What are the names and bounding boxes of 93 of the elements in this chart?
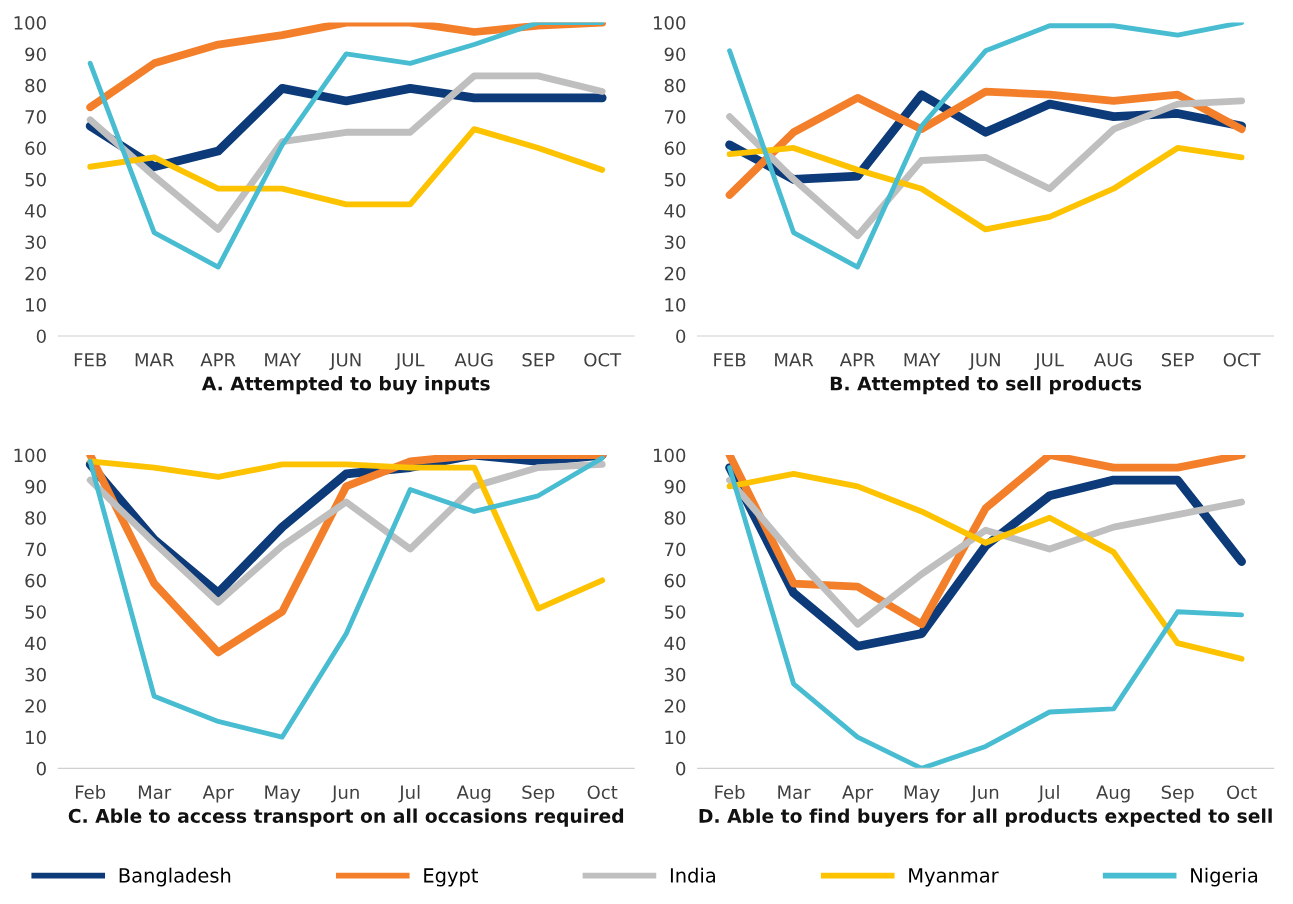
text: C. Able to access transport on all occasions required [68, 808, 624, 827]
x-tick-label: Oct [587, 785, 618, 800]
legend-label: Nigeria [1191, 867, 1258, 887]
y-tick-label: 60 [25, 141, 46, 156]
y-tick-label: 30 [664, 667, 686, 682]
y-tick-label: 30 [664, 235, 686, 250]
legend-label: Egypt [424, 868, 478, 887]
y-tick-label: 20 [664, 699, 686, 713]
x-tick-label: MAR [775, 353, 814, 367]
x-tick-label: Oct [1227, 785, 1257, 800]
x-tick-label: Sep [522, 785, 555, 803]
x-tick-label: Feb [715, 785, 745, 800]
y-tick-label: 90 [664, 479, 686, 494]
y-tick-label: 60 [664, 141, 686, 156]
x-tick-label: May [904, 785, 940, 803]
legend-label: India [670, 867, 715, 883]
y-tick-label: 20 [25, 699, 46, 713]
x-tick-label: Jul [1037, 785, 1059, 803]
y-tick-label: 100 [14, 16, 46, 30]
x-tick-label: Feb [75, 785, 106, 800]
y-tick-label: 40 [664, 636, 686, 651]
x-tick-label: FEB [74, 353, 106, 367]
y-tick-label: 100 [653, 448, 686, 463]
y-tick-label: 30 [25, 235, 46, 250]
y-tick-label: 70 [25, 542, 46, 557]
y-tick-label: 30 [25, 667, 46, 682]
x-tick-label: JUL [1034, 353, 1064, 370]
text: A. Attempted to buy inputs [201, 376, 490, 395]
x-tick-label: APR [839, 353, 875, 367]
x-tick-label: Jun [331, 785, 359, 803]
y-tick-label: 10 [26, 730, 46, 745]
y-tick-label: 50 [25, 172, 46, 187]
x-tick-label: Mar [138, 785, 172, 800]
y-tick-label: 90 [25, 479, 46, 494]
x-tick-label: Sep [1161, 785, 1194, 803]
x-tick-label: May [265, 785, 301, 803]
y-tick-label: 80 [664, 511, 686, 525]
y-tick-label: 90 [664, 47, 686, 62]
y-tick-label: 70 [25, 110, 46, 124]
x-tick-label: OCT [584, 352, 622, 367]
y-tick-label: 100 [14, 448, 46, 463]
y-tick-label: 10 [26, 298, 46, 312]
x-tick-label: MAY [904, 353, 941, 367]
y-tick-label: 50 [25, 605, 46, 619]
x-tick-label: JUN [329, 353, 361, 370]
x-tick-label: Apr [202, 785, 234, 803]
y-tick-label: 60 [664, 573, 686, 588]
y-tick-label: 10 [665, 730, 686, 745]
x-tick-label: APR [200, 353, 236, 367]
x-tick-label: Aug [1096, 785, 1130, 803]
line-series [727, 22, 1245, 270]
line-series [87, 455, 605, 740]
x-tick-label: Jul [398, 785, 420, 803]
y-tick-label: 100 [653, 16, 686, 30]
y-tick-label: 50 [664, 605, 686, 619]
line-series [87, 22, 605, 270]
y-tick-label: 10 [665, 298, 686, 312]
x-tick-label: Aug [456, 785, 491, 803]
x-tick-label: MAY [265, 353, 302, 367]
text: B. Attempted to sell products [830, 376, 1142, 395]
x-tick-label: JUL [394, 353, 425, 370]
x-tick-label: MAR [135, 353, 174, 367]
y-tick-label: 40 [24, 204, 46, 218]
x-tick-label: FEB [714, 353, 746, 367]
y-tick-label: 40 [664, 204, 686, 218]
y-tick-label: 90 [25, 47, 46, 62]
y-tick-label: 0 [676, 329, 686, 344]
y-tick-label: 0 [36, 329, 46, 344]
x-tick-label: AUG [454, 352, 493, 367]
y-tick-label: 0 [676, 761, 686, 776]
legend-label: Myanmar [909, 868, 999, 887]
y-tick-label: 80 [25, 511, 46, 525]
x-tick-label: Jun [970, 785, 999, 803]
y-tick-label: 80 [25, 78, 46, 93]
x-tick-label: Apr [842, 785, 874, 803]
y-tick-label: 70 [664, 110, 686, 124]
x-tick-label: JUN [968, 353, 1000, 370]
text: D. Able to find buyers for all products expected to sell [699, 808, 1272, 827]
y-tick-label: 70 [664, 542, 686, 557]
legend-label: Bangladesh [119, 867, 231, 887]
y-tick-label: 60 [25, 573, 46, 588]
x-tick-label: SEP [522, 352, 555, 367]
y-tick-label: 40 [24, 636, 46, 651]
y-tick-label: 80 [664, 78, 686, 93]
y-tick-label: 20 [664, 266, 686, 281]
y-tick-label: 20 [25, 266, 46, 281]
y-tick-label: 50 [664, 172, 686, 187]
x-tick-label: Mar [778, 785, 811, 800]
x-tick-label: SEP [1161, 352, 1194, 367]
x-tick-label: AUG [1093, 352, 1132, 367]
x-tick-label: OCT [1223, 352, 1261, 367]
line-series [727, 465, 1245, 769]
y-tick-label: 0 [36, 761, 46, 776]
